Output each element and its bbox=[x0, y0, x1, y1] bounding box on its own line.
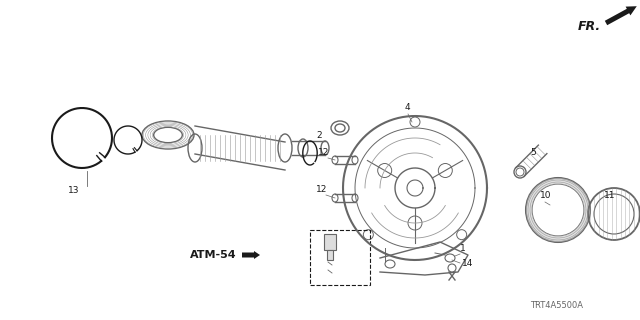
Text: 5: 5 bbox=[530, 148, 536, 157]
Text: 13: 13 bbox=[68, 186, 80, 195]
Bar bbox=[324, 234, 336, 250]
Text: 14: 14 bbox=[462, 259, 474, 268]
Wedge shape bbox=[526, 178, 590, 242]
Text: 12: 12 bbox=[316, 185, 328, 194]
Bar bbox=[327, 250, 333, 260]
Text: 1: 1 bbox=[460, 244, 466, 253]
Bar bbox=[310, 230, 370, 285]
FancyArrow shape bbox=[242, 251, 260, 259]
Text: 4: 4 bbox=[405, 103, 411, 112]
FancyArrow shape bbox=[605, 6, 637, 25]
Text: TRT4A5500A: TRT4A5500A bbox=[530, 301, 583, 310]
Text: 2: 2 bbox=[316, 131, 322, 140]
Text: 10: 10 bbox=[540, 191, 552, 200]
Text: FR.: FR. bbox=[578, 20, 601, 33]
Text: ATM-54: ATM-54 bbox=[190, 250, 237, 260]
Text: 11: 11 bbox=[604, 191, 616, 200]
Text: 12: 12 bbox=[318, 148, 330, 157]
